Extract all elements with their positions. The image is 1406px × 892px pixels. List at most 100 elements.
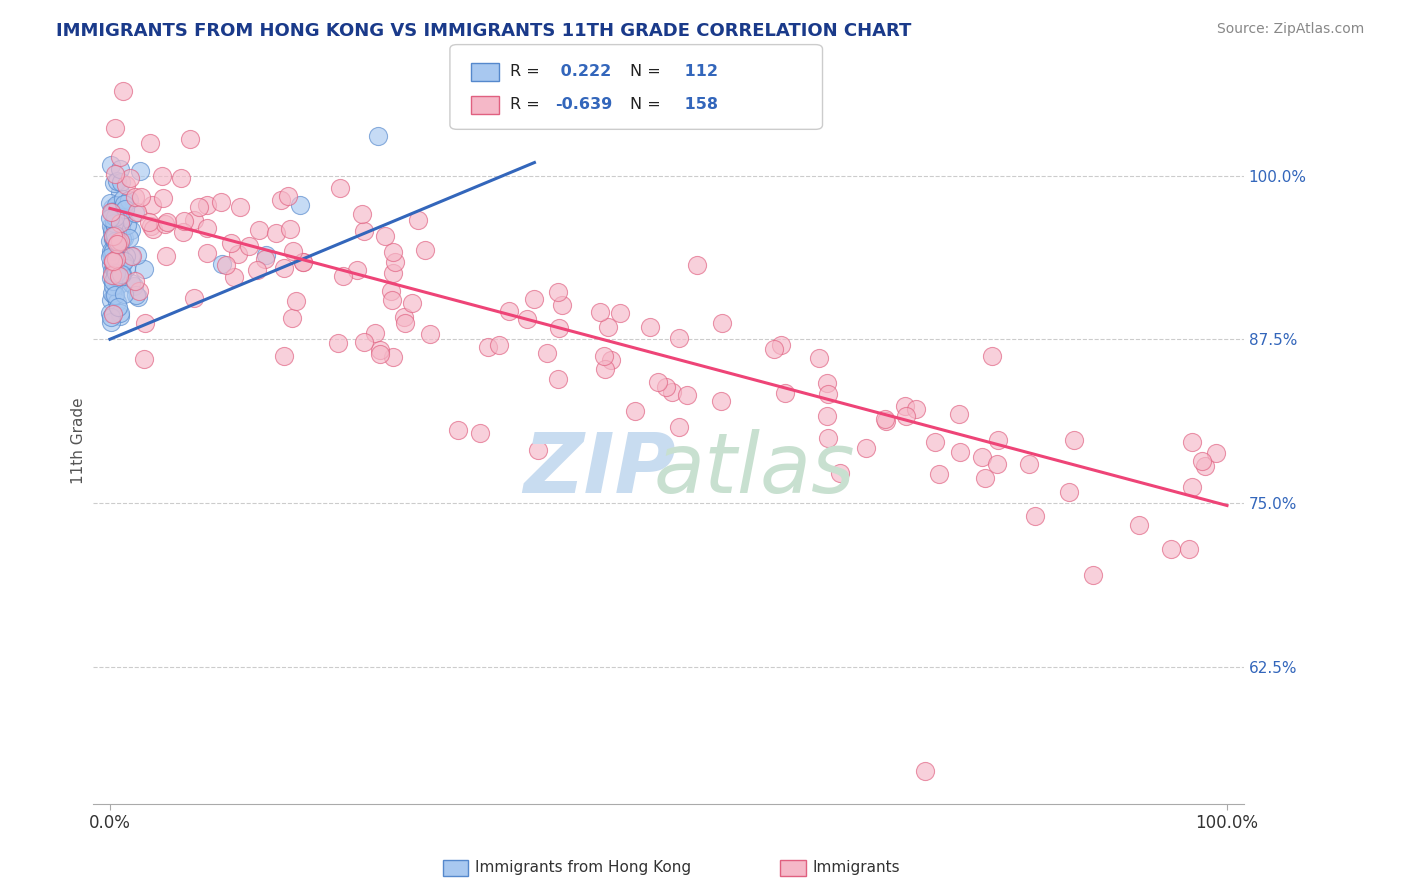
Point (352, 207, 374, 221)
Point (280, 311, 302, 326)
Point (115, 249, 138, 263)
Point (103, 274, 125, 288)
Point (875, 414, 897, 428)
Point (112, 286, 135, 301)
Point (122, 278, 145, 293)
Point (332, 269, 354, 284)
Point (104, 121, 127, 136)
Point (114, 230, 136, 244)
Point (247, 223, 270, 237)
Point (773, 386, 796, 401)
Point (115, 261, 138, 276)
Point (104, 219, 127, 233)
Point (103, 226, 125, 240)
Point (124, 206, 146, 220)
Point (112, 254, 135, 268)
Point (238, 239, 260, 253)
Text: 0.222: 0.222 (555, 64, 612, 78)
Point (100, 257, 122, 271)
Point (855, 441, 877, 455)
Point (873, 412, 896, 426)
Point (128, 285, 150, 299)
Point (110, 267, 132, 281)
Point (288, 198, 311, 212)
Point (711, 316, 734, 330)
Point (101, 244, 124, 259)
Point (120, 249, 142, 263)
Point (114, 202, 136, 216)
Point (103, 177, 125, 191)
Point (101, 229, 124, 244)
Point (104, 287, 127, 301)
Text: Immigrants: Immigrants (813, 861, 900, 875)
Text: atlas: atlas (654, 429, 856, 510)
Point (894, 399, 917, 413)
Point (523, 292, 546, 306)
Point (105, 295, 128, 310)
Point (107, 277, 129, 292)
Point (987, 434, 1010, 448)
Point (195, 246, 218, 260)
Point (103, 288, 125, 302)
Point (686, 258, 709, 272)
Point (108, 210, 131, 224)
Text: ZIP: ZIP (523, 429, 676, 510)
Point (277, 188, 299, 202)
Point (179, 132, 201, 146)
Point (141, 219, 163, 233)
Point (112, 212, 135, 227)
Point (367, 129, 389, 144)
Point (498, 304, 520, 318)
Point (103, 204, 125, 219)
Point (329, 181, 352, 195)
Point (285, 294, 308, 309)
Point (623, 404, 645, 418)
Point (526, 443, 548, 458)
Point (224, 270, 246, 285)
Point (536, 345, 558, 359)
Point (173, 214, 195, 228)
Point (598, 320, 620, 334)
Point (108, 162, 131, 177)
Point (107, 300, 129, 314)
Point (1191, 454, 1213, 468)
Point (374, 229, 396, 244)
Point (108, 305, 131, 319)
Point (228, 200, 250, 214)
Point (273, 349, 295, 363)
Text: Source: ZipAtlas.com: Source: ZipAtlas.com (1216, 22, 1364, 37)
Point (107, 272, 129, 286)
Point (419, 327, 441, 342)
Point (928, 467, 950, 482)
Point (110, 175, 132, 189)
Point (364, 326, 387, 341)
Point (254, 252, 277, 266)
Point (172, 226, 194, 240)
Point (807, 351, 830, 365)
Point (152, 169, 174, 184)
Point (105, 225, 128, 239)
Point (103, 279, 125, 293)
Text: N =: N = (630, 64, 666, 78)
Point (1018, 457, 1040, 471)
Point (254, 247, 277, 261)
Point (974, 471, 997, 485)
Point (104, 232, 127, 246)
Point (101, 263, 124, 277)
Point (117, 194, 139, 208)
Point (381, 350, 404, 364)
Point (104, 259, 127, 273)
Point (108, 186, 131, 200)
Point (105, 199, 128, 213)
Point (599, 352, 621, 367)
Point (516, 312, 538, 326)
Point (278, 222, 301, 236)
Point (588, 305, 610, 319)
Point (547, 371, 569, 385)
Point (107, 237, 129, 252)
Point (668, 330, 690, 344)
Text: N =: N = (630, 97, 666, 112)
Point (104, 227, 127, 242)
Point (104, 249, 127, 263)
Text: R =: R = (510, 64, 546, 78)
